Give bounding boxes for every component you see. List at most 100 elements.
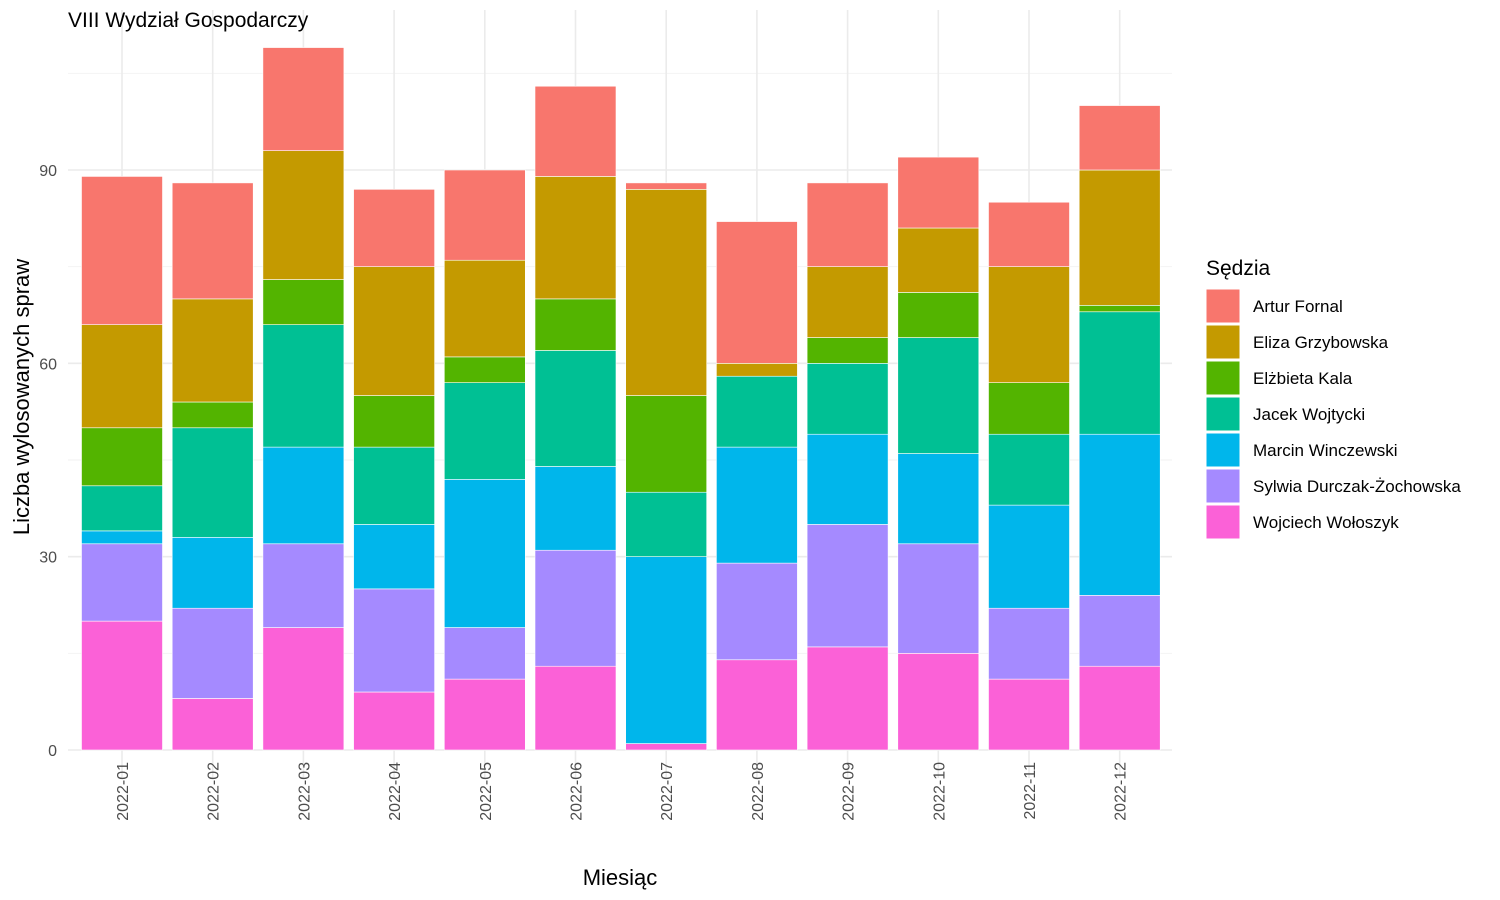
bar-segment: 2022-06 — Marcin Winczewski: 13 xyxy=(534,466,617,551)
bar-segment: 2022-12 — Wojciech Wołoszyk: 13 xyxy=(1078,665,1161,751)
bar-segment: 2022-05 — Jacek Wojtycki: 15 xyxy=(443,382,526,480)
x-tick-label: 2022-01 xyxy=(115,762,132,821)
legend-label: Marcin Winczewski xyxy=(1253,441,1398,460)
bar-segment: 2022-05 — Marcin Winczewski: 23 xyxy=(443,479,526,628)
bar-segment: 2022-08 — Eliza Grzybowska: 2 xyxy=(716,363,798,377)
bar-segment: 2022-04 — Elżbieta Kala: 8 xyxy=(353,395,435,448)
bar-segment: 2022-02 — Wojciech Wołoszyk: 8 xyxy=(171,698,254,751)
bar-segment: 2022-05 — Eliza Grzybowska: 15 xyxy=(443,259,526,358)
bar-segment: 2022-05 — Wojciech Wołoszyk: 11 xyxy=(443,678,526,751)
bar-segment: 2022-09 — Eliza Grzybowska: 11 xyxy=(806,266,889,338)
bar-segment: 2022-04 — Sylwia Durczak-Żochowska: 16 xyxy=(353,588,435,693)
chart-title: VIII Wydział Gospodarczy xyxy=(68,9,309,32)
bar-segment: 2022-11 — Artur Fornal: 10 xyxy=(988,201,1070,267)
bar-segment: 2022-06 — Elżbieta Kala: 8 xyxy=(534,298,617,351)
x-tick-label: 2022-09 xyxy=(841,762,858,821)
bar-segment: 2022-01 — Sylwia Durczak-Żochowska: 12 xyxy=(81,543,163,622)
bar-segment: 2022-09 — Marcin Winczewski: 14 xyxy=(806,433,889,525)
bar-segment: 2022-04 — Eliza Grzybowska: 20 xyxy=(353,266,435,396)
x-tick-label: 2022-07 xyxy=(659,762,676,821)
bar-segment: 2022-10 — Marcin Winczewski: 14 xyxy=(897,453,980,545)
bar-segment: 2022-12 — Jacek Wojtycki: 19 xyxy=(1078,311,1161,435)
y-tick-label: 30 xyxy=(39,550,57,567)
bar-segment: 2022-10 — Eliza Grzybowska: 10 xyxy=(897,227,980,293)
bar-segment: 2022-07 — Marcin Winczewski: 29 xyxy=(625,556,708,744)
bar-segment: 2022-02 — Jacek Wojtycki: 17 xyxy=(171,427,254,538)
bar-segment: 2022-07 — Wojciech Wołoszyk: 1 xyxy=(625,743,708,751)
bar-segment: 2022-11 — Sylwia Durczak-Żochowska: 11 xyxy=(988,607,1070,680)
bar-segment: 2022-12 — Marcin Winczewski: 25 xyxy=(1078,433,1161,596)
bar-segment: 2022-04 — Artur Fornal: 12 xyxy=(353,189,435,267)
bar-segment: 2022-12 — Elżbieta Kala: 1 xyxy=(1078,305,1161,313)
bar-segment: 2022-05 — Sylwia Durczak-Żochowska: 8 xyxy=(443,627,526,680)
legend-key xyxy=(1205,432,1241,468)
bar-segment: 2022-03 — Wojciech Wołoszyk: 19 xyxy=(262,627,345,751)
bar-segment: 2022-12 — Sylwia Durczak-Żochowska: 11 xyxy=(1078,595,1161,667)
bar-segment: 2022-02 — Sylwia Durczak-Żochowska: 14 xyxy=(171,607,254,699)
bar-segment: 2022-01 — Marcin Winczewski: 2 xyxy=(81,530,163,545)
bar-segment: 2022-02 — Marcin Winczewski: 11 xyxy=(171,537,254,609)
bar-segment: 2022-11 — Wojciech Wołoszyk: 11 xyxy=(988,678,1070,751)
legend-key xyxy=(1205,288,1241,324)
bar-segment: 2022-11 — Jacek Wojtycki: 11 xyxy=(988,433,1070,506)
bar-segment: 2022-05 — Artur Fornal: 14 xyxy=(443,169,526,261)
bar-segment: 2022-11 — Marcin Winczewski: 16 xyxy=(988,504,1070,609)
bar-segment: 2022-06 — Artur Fornal: 14 xyxy=(534,85,617,177)
bar-segment: 2022-02 — Eliza Grzybowska: 16 xyxy=(171,298,254,403)
x-tick-label: 2022-08 xyxy=(750,762,767,821)
bar-segment: 2022-09 — Wojciech Wołoszyk: 16 xyxy=(806,646,889,751)
bar-segment: 2022-03 — Eliza Grzybowska: 20 xyxy=(262,150,345,280)
legend-key xyxy=(1205,468,1241,504)
bar-segment: 2022-08 — Wojciech Wołoszyk: 14 xyxy=(716,659,798,751)
bar-segment: 2022-03 — Elżbieta Kala: 7 xyxy=(262,279,345,325)
bar-segment: 2022-07 — Artur Fornal: 1 xyxy=(625,182,708,190)
bar-segment: 2022-01 — Eliza Grzybowska: 16 xyxy=(81,324,163,429)
bar-segment: 2022-03 — Sylwia Durczak-Żochowska: 13 xyxy=(262,543,345,628)
bar-segment: 2022-01 — Wojciech Wołoszyk: 20 xyxy=(81,620,163,751)
bar-segment: 2022-01 — Elżbieta Kala: 9 xyxy=(81,427,163,487)
y-axis-ticks: 0 30 60 90 xyxy=(39,163,57,760)
x-axis-ticks: 2022-01 2022-02 2022-03 2022-04 2022-05 2022-… xyxy=(115,762,1130,821)
legend-label: Artur Fornal xyxy=(1253,297,1343,316)
bar-segment: 2022-09 — Elżbieta Kala: 4 xyxy=(806,337,889,364)
x-tick-label: 2022-10 xyxy=(931,762,948,821)
bar-segment: 2022-10 — Artur Fornal: 11 xyxy=(897,156,980,229)
bar-segment: 2022-11 — Elżbieta Kala: 8 xyxy=(988,382,1070,435)
legend-label: Jacek Wojtycki xyxy=(1253,405,1365,424)
x-tick-label: 2022-12 xyxy=(1113,762,1130,821)
bar-segment: 2022-09 — Jacek Wojtycki: 11 xyxy=(806,363,889,435)
legend-label: Elżbieta Kala xyxy=(1253,369,1353,388)
x-tick-label: 2022-02 xyxy=(206,762,223,821)
legend-label: Sylwia Durczak-Żochowska xyxy=(1253,477,1461,496)
legend: Sędzia Artur Fornal Eliza Grzybowska Elżbi… xyxy=(1205,257,1461,540)
bar-segment: 2022-12 — Eliza Grzybowska: 21 xyxy=(1078,169,1161,306)
bar-segment: 2022-04 — Wojciech Wołoszyk: 9 xyxy=(353,691,435,751)
bar-segment: 2022-10 — Wojciech Wołoszyk: 15 xyxy=(897,653,980,751)
y-tick-label: 60 xyxy=(39,356,57,373)
bar-segment: 2022-12 — Artur Fornal: 10 xyxy=(1078,105,1161,171)
x-tick-label: 2022-11 xyxy=(1022,762,1039,820)
legend-key xyxy=(1205,504,1241,540)
bar-segment: 2022-09 — Sylwia Durczak-Żochowska: 19 xyxy=(806,524,889,648)
bar-segment: 2022-08 — Jacek Wojtycki: 11 xyxy=(716,375,798,448)
bar-segment: 2022-02 — Artur Fornal: 18 xyxy=(171,182,254,300)
legend-label: Eliza Grzybowska xyxy=(1253,333,1389,352)
bar-segment: 2022-06 — Wojciech Wołoszyk: 13 xyxy=(534,665,617,751)
bar-segment: 2022-07 — Jacek Wojtycki: 10 xyxy=(625,491,708,557)
legend-key xyxy=(1205,396,1241,432)
bar-segment: 2022-08 — Sylwia Durczak-Żochowska: 15 xyxy=(716,562,798,661)
bars: 2022-01 — Wojciech Wołoszyk: 202022-01 —… xyxy=(81,47,1161,751)
bar-segment: 2022-06 — Eliza Grzybowska: 19 xyxy=(534,176,617,300)
bar-segment: 2022-03 — Jacek Wojtycki: 19 xyxy=(262,324,345,448)
x-tick-label: 2022-05 xyxy=(478,762,495,821)
bar-segment: 2022-06 — Jacek Wojtycki: 18 xyxy=(534,350,617,467)
bar-segment: 2022-07 — Eliza Grzybowska: 32 xyxy=(625,189,708,396)
bar-segment: 2022-05 — Elżbieta Kala: 4 xyxy=(443,356,526,383)
legend-key xyxy=(1205,360,1241,396)
bar-segment: 2022-04 — Marcin Winczewski: 10 xyxy=(353,524,435,590)
legend-key xyxy=(1205,324,1241,360)
y-axis-title: Liczba wylosowanych spraw xyxy=(9,259,34,535)
bar-segment: 2022-08 — Marcin Winczewski: 18 xyxy=(716,446,798,564)
